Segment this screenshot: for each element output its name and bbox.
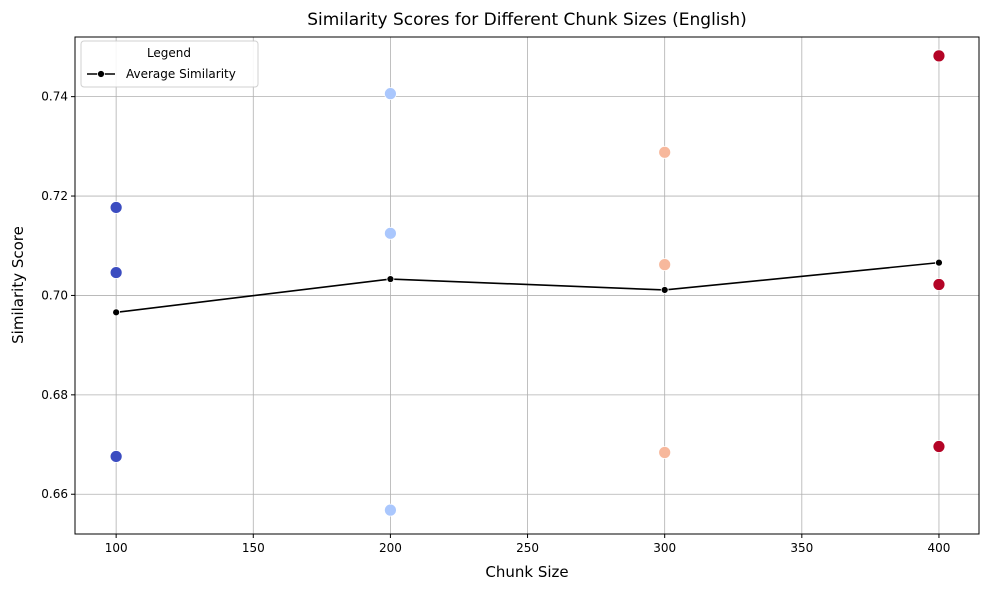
scatter-point (109, 450, 123, 463)
scatter-point (109, 266, 123, 279)
plot-frame (74, 36, 980, 535)
scatter-point (384, 87, 397, 101)
scatter-point (109, 201, 123, 214)
average-similarity-marker (386, 275, 395, 283)
x-axis-label: Chunk Size (485, 563, 568, 581)
scatter-point (658, 145, 672, 159)
scatter-point (658, 258, 672, 272)
x-tick-label: 300 (653, 541, 676, 555)
x-tick-label: 350 (790, 541, 813, 555)
scatter-point (932, 49, 946, 63)
scatter-point (932, 440, 946, 453)
chart-title: Similarity Scores for Different Chunk Si… (307, 10, 747, 30)
y-tick-label: 0.70 (41, 288, 68, 302)
average-similarity-marker (660, 286, 669, 294)
legend-title: Legend (147, 46, 191, 60)
average-similarity-marker (935, 258, 943, 267)
x-tick-label: 200 (379, 541, 402, 555)
legend: Legend Average Similarity (80, 40, 259, 88)
average-similarity-marker (112, 308, 121, 317)
legend-marker-swatch (97, 70, 105, 78)
y-axis-label: Similarity Score (9, 226, 27, 344)
scatter-point (932, 278, 946, 291)
scatter-point (384, 503, 397, 517)
x-tick-label: 150 (242, 541, 265, 555)
average-similarity-line (116, 261, 940, 314)
y-tick-label: 0.68 (41, 388, 68, 402)
y-tick-label: 0.66 (41, 487, 68, 501)
y-tick-label: 0.72 (41, 189, 68, 203)
scatter-point (384, 226, 397, 240)
x-tick-label: 100 (105, 541, 128, 555)
scatter-point (658, 446, 672, 459)
legend-box (80, 40, 259, 88)
x-tick-label: 400 (928, 541, 951, 555)
legend-entry-average-similarity: Average Similarity (126, 67, 236, 81)
x-tick-label: 250 (516, 541, 539, 555)
y-tick-label: 0.74 (41, 90, 68, 104)
